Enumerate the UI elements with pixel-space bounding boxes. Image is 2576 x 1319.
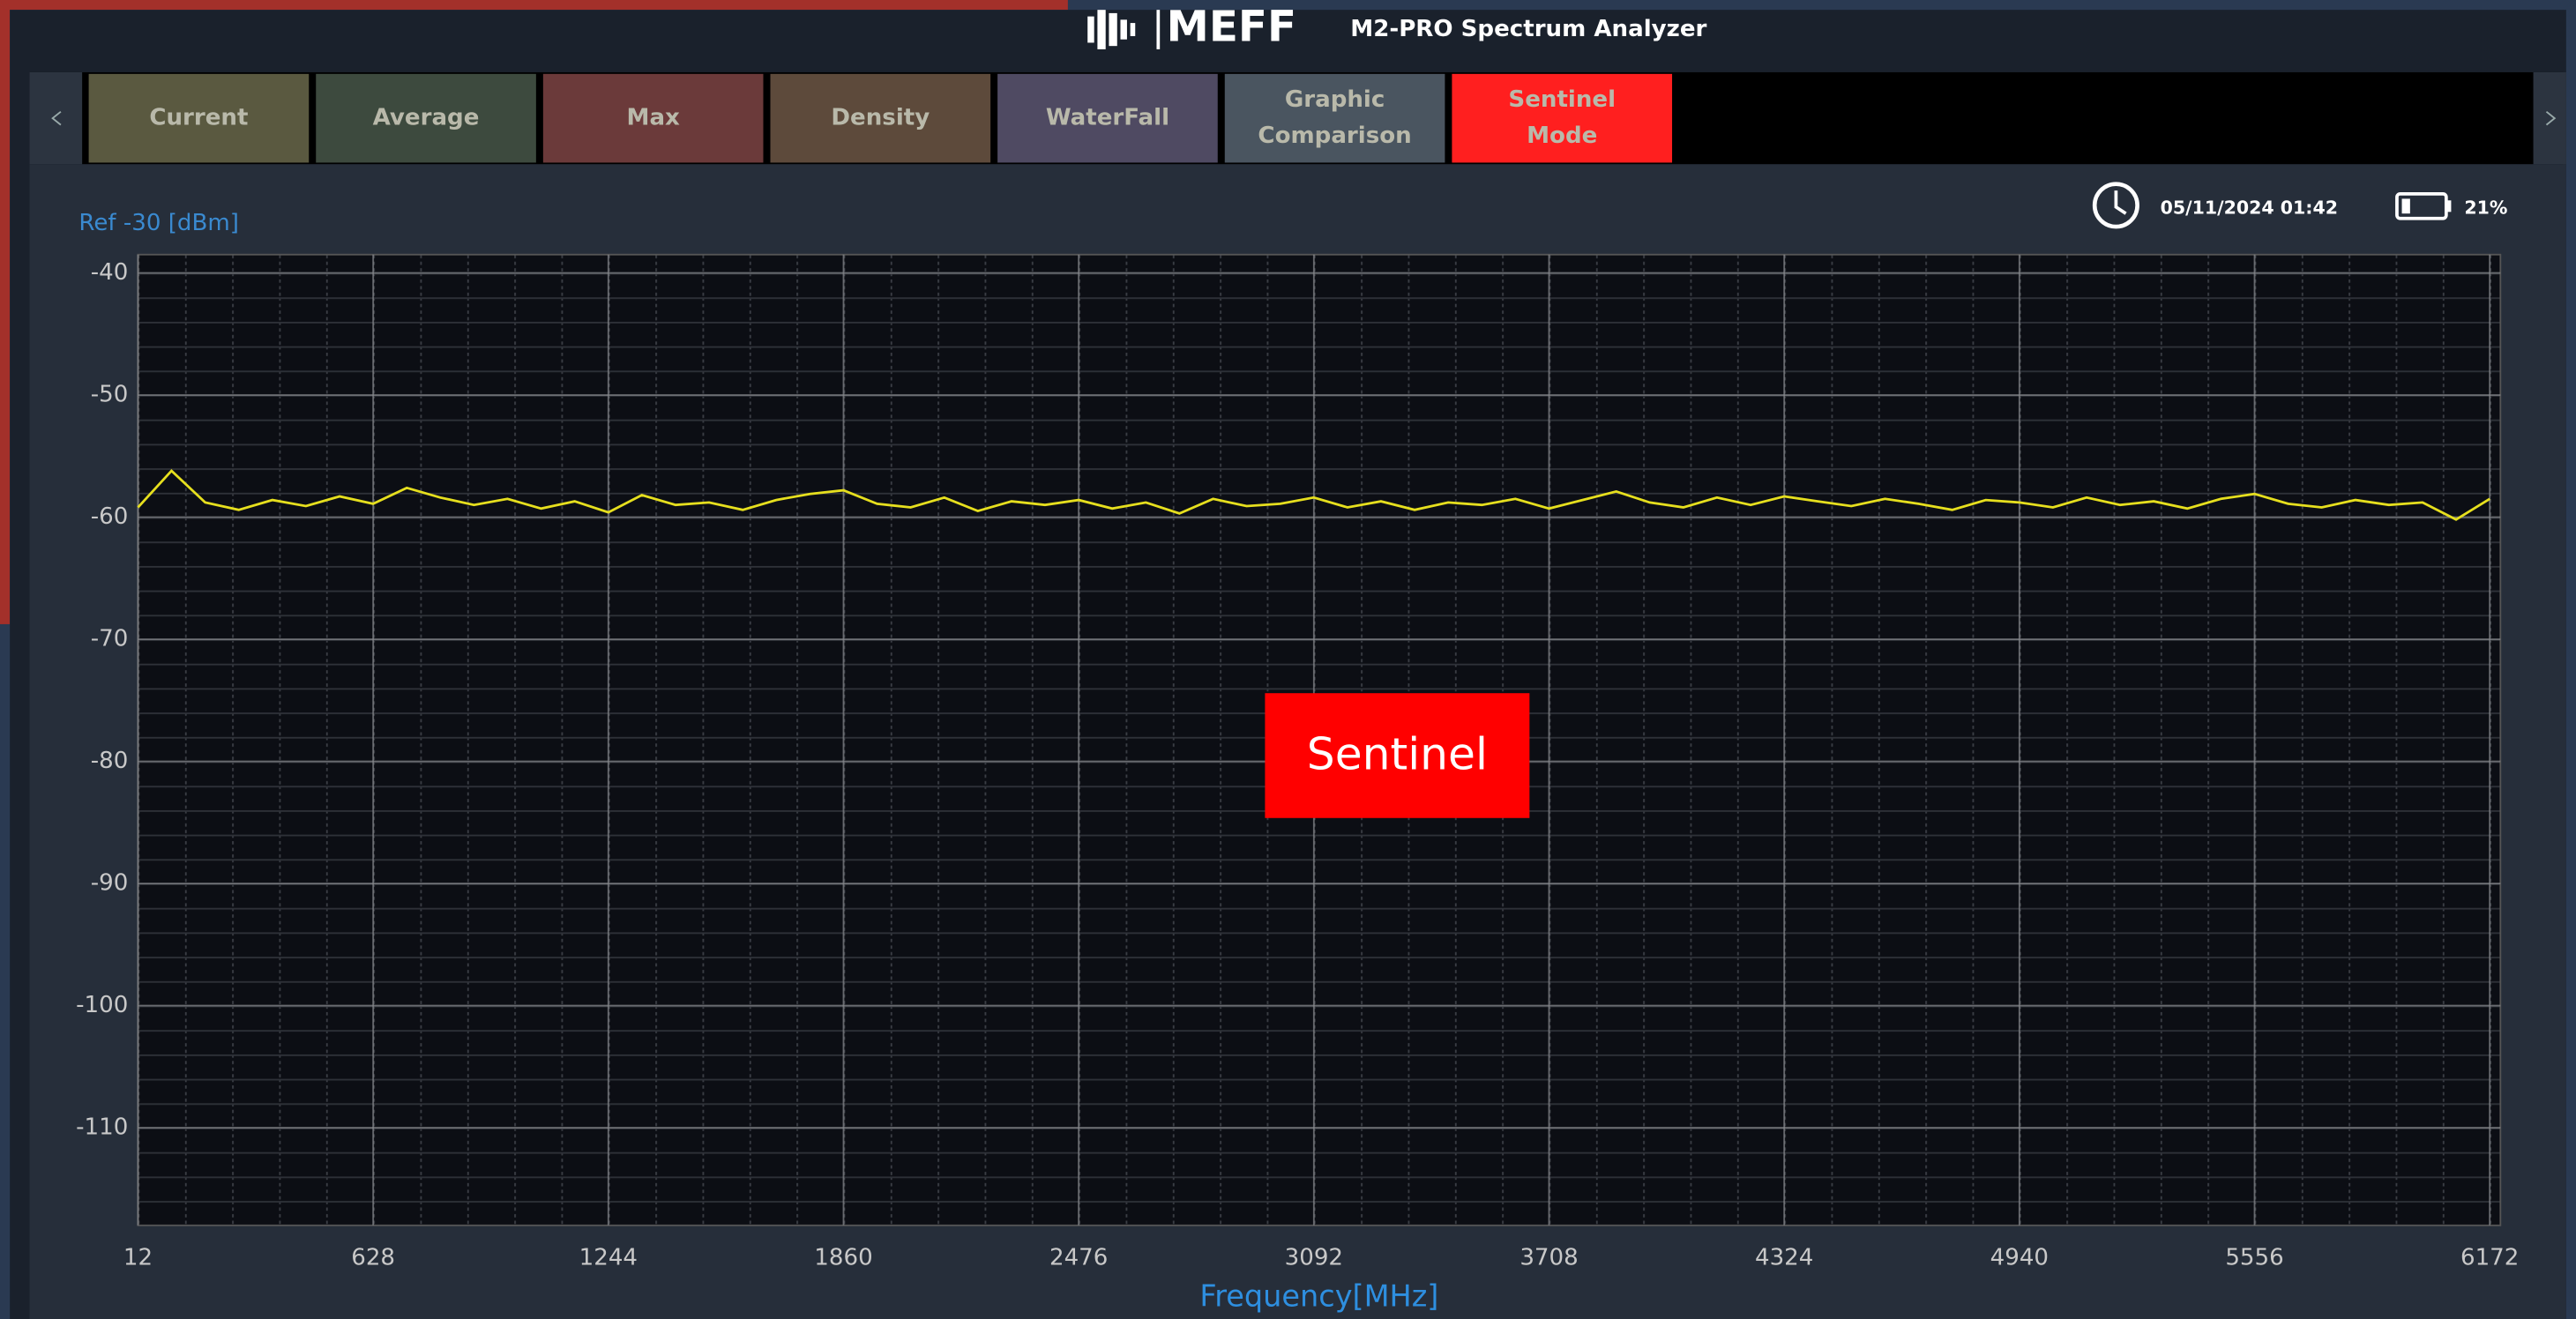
logo-icon — [1087, 10, 1161, 49]
app-title: M2-PRO Spectrum Analyzer — [1350, 16, 1706, 42]
x-tick-label: 1244 — [579, 1245, 638, 1271]
scroll-left[interactable] — [29, 71, 83, 165]
x-tick-label: 628 — [351, 1245, 395, 1271]
y-tick-label: -110 — [76, 1114, 128, 1141]
battery-tip — [2445, 200, 2452, 212]
tab-label: Current — [149, 105, 248, 131]
tab[interactable] — [1452, 73, 1673, 163]
y-tick-label: -100 — [76, 992, 128, 1018]
x-tick-label: 12 — [123, 1245, 153, 1271]
y-tick-label: -40 — [91, 259, 129, 286]
tab-label: Sentinel — [1508, 86, 1616, 113]
accent — [0, 0, 1068, 11]
spectrum-trace — [137, 468, 2490, 521]
y-tick-label: -70 — [91, 626, 129, 652]
tab-label: Graphic — [1285, 86, 1385, 113]
annotation: Sentinel — [1307, 727, 1488, 779]
y-tick-label: -80 — [91, 748, 129, 774]
x-tick-label: 4940 — [1990, 1245, 2049, 1271]
tab[interactable] — [1224, 73, 1445, 163]
tab-label: Comparison — [1258, 123, 1411, 149]
x-tick-label: 2476 — [1049, 1245, 1108, 1271]
logo: MEFF — [1167, 3, 1296, 52]
annotation-box — [1265, 693, 1530, 818]
x-tick-label: 5556 — [2225, 1245, 2283, 1271]
ref-level: Ref -30 [dBm] — [78, 210, 239, 236]
battery-level — [2401, 198, 2410, 214]
x-tick-label: 4324 — [1755, 1245, 1813, 1271]
arrow-icon — [51, 110, 62, 126]
x-axis-label: Frequency[MHz] — [1199, 1278, 1438, 1313]
tab[interactable] — [316, 73, 536, 163]
tab-label: Mode — [1527, 123, 1597, 149]
x-tick-label: 3708 — [1519, 1245, 1578, 1271]
x-tick-label: 3092 — [1285, 1245, 1343, 1271]
x-tick-label: 6172 — [2460, 1245, 2519, 1271]
tab[interactable] — [542, 73, 764, 163]
battery: 21% — [2464, 197, 2507, 219]
tab-label: WaterFall — [1046, 105, 1169, 131]
scroll-right[interactable] — [2533, 71, 2566, 165]
tab[interactable] — [770, 73, 991, 163]
tab[interactable] — [997, 73, 1218, 163]
clock-icon — [2092, 182, 2139, 229]
tab-label: Average — [373, 105, 480, 131]
y-tick-label: -60 — [91, 503, 129, 530]
accent — [0, 0, 11, 624]
y-tick-label: -50 — [91, 382, 129, 408]
y-tick-label: -90 — [91, 870, 129, 897]
tab-label: Max — [626, 105, 680, 131]
tab[interactable] — [88, 73, 310, 163]
arrow-icon — [2545, 110, 2557, 126]
clock-hands — [2114, 190, 2127, 215]
tab-label: Density — [831, 105, 930, 131]
x-tick-label: 1860 — [814, 1245, 872, 1271]
datetime: 05/11/2024 01:42 — [2161, 197, 2338, 219]
